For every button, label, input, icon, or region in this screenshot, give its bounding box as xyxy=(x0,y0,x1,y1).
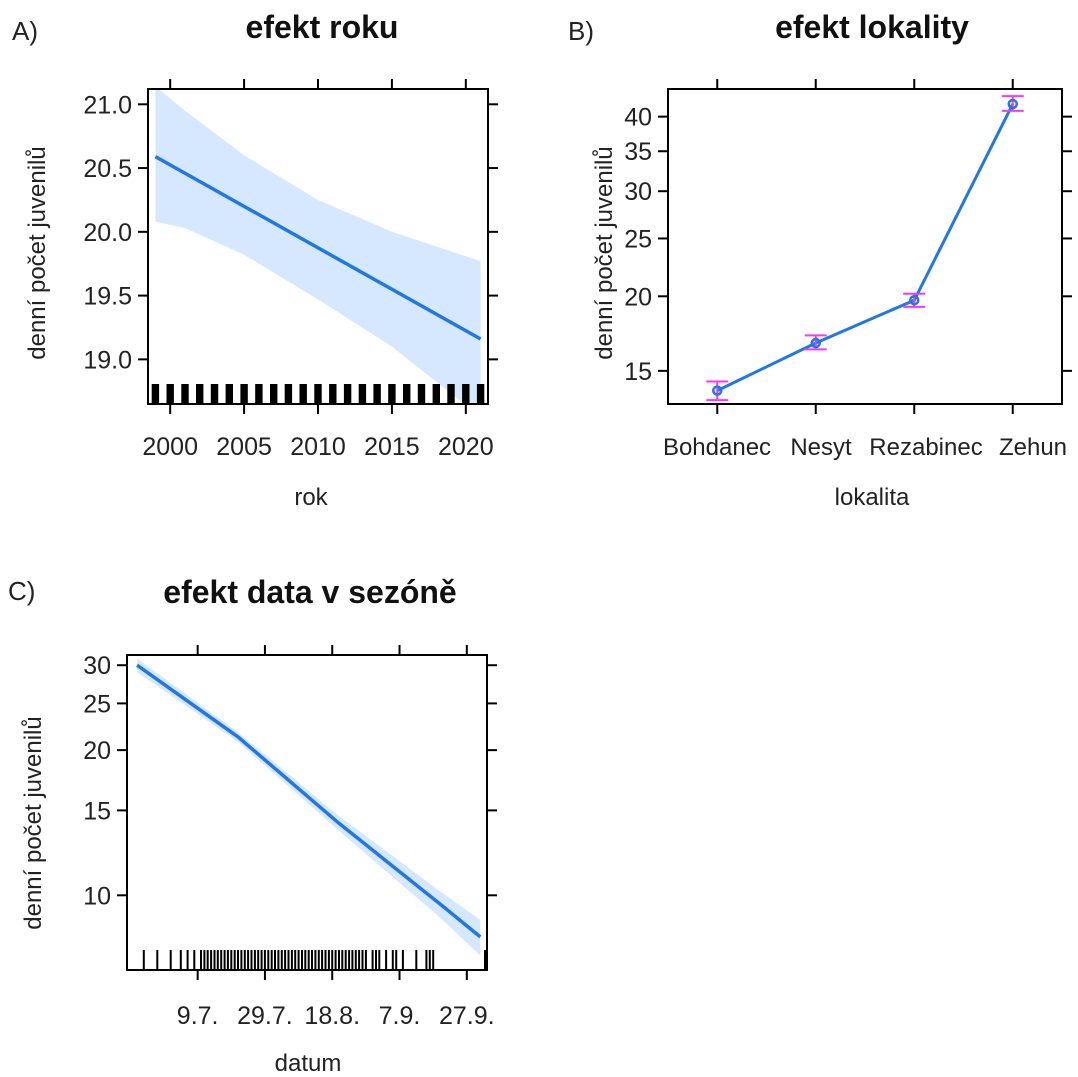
x-tick-label-a-3: 2015 xyxy=(364,433,420,461)
x-tick-label-c-2: 18.8. xyxy=(304,1002,360,1030)
y-axis-label-a: denní počet juvenilů xyxy=(24,146,51,360)
y-tick-label-c-4: 30 xyxy=(83,652,111,680)
x-tick-label-c-0: 9.7. xyxy=(177,1002,219,1030)
rug-mark-a-12 xyxy=(329,384,337,404)
x-axis-label-a: rok xyxy=(294,484,328,511)
category-label-b-0: Bohdanec xyxy=(663,434,771,461)
plot-area-c: 9.7. 29.7. 18.8. 7.9. 27.9. 10 15 20 25 30 xyxy=(83,645,497,1030)
x-tick-label-a-1: 2005 xyxy=(216,433,272,461)
rug-mark-a-17 xyxy=(403,384,411,404)
rug-mark-a-3 xyxy=(196,384,204,404)
rug-mark-a-4 xyxy=(210,384,219,404)
y-tick-label-a-4: 21.0 xyxy=(83,91,132,119)
fit-line-a xyxy=(154,155,482,341)
data-point-b-1 xyxy=(810,337,821,349)
panel-a: A) efekt roku rok denní počet juvenilů 2… xyxy=(12,9,498,511)
x-tick-label-c-4: 27.9. xyxy=(439,1002,495,1030)
y-axis-label-b: denní počet juvenilů xyxy=(591,146,618,360)
y-tick-label-a-3: 20.5 xyxy=(83,155,132,183)
rug-mark-a-20 xyxy=(447,384,455,404)
x-tick-label-a-2: 2010 xyxy=(290,433,346,461)
chart-title-c: efekt data v sezóně xyxy=(163,574,456,610)
rug-mark-a-9 xyxy=(284,384,293,404)
rug-mark-a-10 xyxy=(299,384,307,404)
y-tick-label-b-3: 30 xyxy=(624,178,652,206)
rug-mark-a-21 xyxy=(462,384,470,404)
x-tick-label-c-3: 7.9. xyxy=(379,1002,421,1030)
rug-mark-a-14 xyxy=(358,384,367,404)
y-tick-label-b-1: 20 xyxy=(624,283,652,311)
x-axis-label-b: lokalita xyxy=(835,484,910,511)
rug-mark-a-5 xyxy=(225,384,233,404)
rug-mark-a-11 xyxy=(314,384,322,404)
category-label-b-2: Rezabinec xyxy=(869,434,982,461)
y-tick-label-c-2: 20 xyxy=(83,737,111,765)
plot-frame-c xyxy=(126,654,488,971)
panel-label-a: A) xyxy=(12,16,38,46)
rug-mark-a-18 xyxy=(417,384,426,404)
rug-mark-a-15 xyxy=(373,384,381,404)
chart-title-a: efekt roku xyxy=(246,9,399,45)
plot-frame-b xyxy=(667,88,1063,405)
rug-mark-a-8 xyxy=(270,384,278,404)
y-tick-label-b-4: 35 xyxy=(624,138,652,166)
fit-line-c xyxy=(136,663,482,939)
rug-mark-a-7 xyxy=(255,384,263,404)
rug-mark-a-19 xyxy=(432,384,440,404)
rug-mark-a-13 xyxy=(343,384,352,404)
y-axis-label-c: denní počet juvenilů xyxy=(20,716,47,930)
category-label-b-1: Nesyt xyxy=(790,434,852,461)
rug-mark-a-6 xyxy=(240,384,248,404)
x-axis-label-c: datum xyxy=(275,1050,342,1077)
rug-mark-a-16 xyxy=(388,384,396,404)
y-tick-label-b-5: 40 xyxy=(624,104,652,132)
y-tick-label-b-0: 15 xyxy=(624,358,652,386)
x-tick-label-c-1: 29.7. xyxy=(237,1002,293,1030)
chart-title-b: efekt lokality xyxy=(775,9,969,45)
y-tick-label-c-0: 10 xyxy=(83,882,111,910)
rug-mark-a-1 xyxy=(166,384,174,404)
fit-line-b xyxy=(716,103,1015,392)
data-point-b-0 xyxy=(712,385,723,396)
y-tick-label-a-0: 19.0 xyxy=(83,346,132,374)
plot-area-b: Bohdanec Nesyt Rezabinec Zehun 15 20 25 30 35 40 xyxy=(624,79,1072,461)
panel-label-c: C) xyxy=(8,576,35,606)
category-label-b-3: Zehun xyxy=(999,434,1067,461)
confidence-band-a xyxy=(155,89,481,404)
panel-c: C) efekt data v sezóně datum denní počet… xyxy=(8,574,497,1077)
y-tick-label-b-2: 25 xyxy=(624,225,652,253)
y-tick-label-c-3: 25 xyxy=(83,690,111,718)
data-point-b-3 xyxy=(1007,98,1018,110)
panel-b: B) efekt lokality lokalita denní počet j… xyxy=(568,9,1072,511)
rug-mark-a-2 xyxy=(181,384,189,404)
plot-area-a: 2000 2005 2010 2015 2020 19.0 19.5 20.0 20.5 21.0 xyxy=(83,79,498,461)
y-tick-label-c-1: 15 xyxy=(83,797,111,825)
y-tick-label-a-1: 19.5 xyxy=(83,283,132,311)
data-point-b-2 xyxy=(909,294,920,306)
x-tick-label-a-0: 2000 xyxy=(142,433,198,461)
y-tick-label-a-2: 20.0 xyxy=(83,219,132,247)
rug-mark-a-22 xyxy=(476,384,485,404)
x-tick-label-a-4: 2020 xyxy=(438,433,494,461)
rug-mark-a-0 xyxy=(151,384,160,404)
panel-label-b: B) xyxy=(568,16,594,46)
